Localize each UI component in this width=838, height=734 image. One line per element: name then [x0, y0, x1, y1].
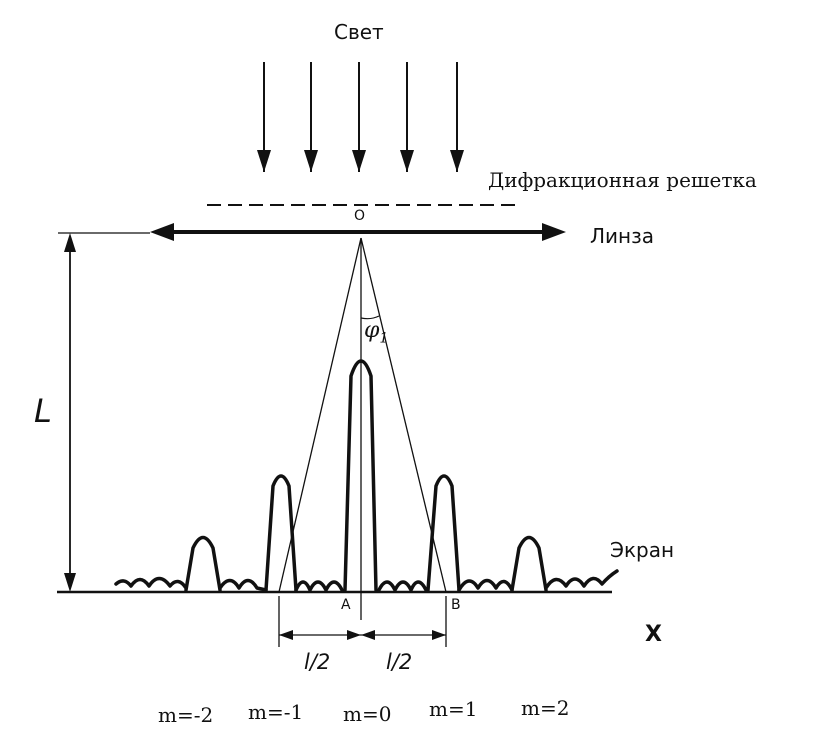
maximum-plus-one [426, 474, 461, 592]
arrowhead [361, 630, 375, 640]
lens [150, 223, 566, 241]
maximum-minus-two [184, 535, 222, 592]
light-label: Свет [334, 20, 384, 44]
arrowhead [347, 630, 361, 640]
half-distance-right-label: l/2 [386, 650, 413, 674]
lens-label: Линза [590, 224, 655, 248]
arrowhead [432, 630, 446, 640]
minor-lobes-left-between [218, 578, 268, 592]
point-b-label: B [451, 597, 461, 613]
screen-label: Экран [610, 538, 675, 562]
half-distance-measure [278, 596, 447, 647]
minor-lobes-right-between [457, 578, 514, 592]
half-distance-left-label: l/2 [304, 650, 331, 674]
angle-symbol: φ [364, 318, 380, 343]
lens-right-arrowhead [542, 223, 566, 241]
light-rays [257, 62, 464, 172]
maximum-minus-one [264, 474, 298, 592]
arrowhead [279, 630, 293, 640]
angle-arc [360, 315, 380, 320]
l-arrowhead-top [64, 233, 76, 252]
distance-l-arrow [58, 232, 150, 592]
light-ray-arrowhead [352, 150, 366, 172]
minor-lobes-far-right [544, 569, 619, 590]
light-ray-arrowhead [257, 150, 271, 172]
minor-lobes-far-left [114, 576, 188, 590]
point-a-label: A [341, 597, 351, 613]
intensity-pattern [114, 359, 619, 592]
light-ray-arrowhead [400, 150, 414, 172]
order-label-m0: m=0 [343, 702, 392, 726]
angle-subscript: 1 [379, 330, 389, 347]
origin-label: O [354, 208, 366, 224]
l-arrowhead-bottom [64, 573, 76, 592]
maximum-plus-two [510, 535, 548, 592]
distance-label: L [34, 392, 52, 430]
lens-left-arrowhead [150, 223, 174, 241]
light-ray-arrowhead [450, 150, 464, 172]
minor-lobes-center-right [377, 580, 428, 592]
order-label-m-2: m=-2 [158, 703, 214, 727]
central-maximum [343, 359, 378, 592]
minor-lobes-center-left [294, 580, 344, 592]
angle-label: φ1 [364, 318, 388, 346]
axis-x-label: X [645, 622, 662, 647]
order-label-m-1: m=-1 [248, 700, 304, 724]
light-ray-arrowhead [304, 150, 318, 172]
order-label-m1: m=1 [429, 697, 478, 721]
grating-label: Дифракционная решетка [488, 168, 757, 192]
order-label-m2: m=2 [521, 696, 570, 720]
